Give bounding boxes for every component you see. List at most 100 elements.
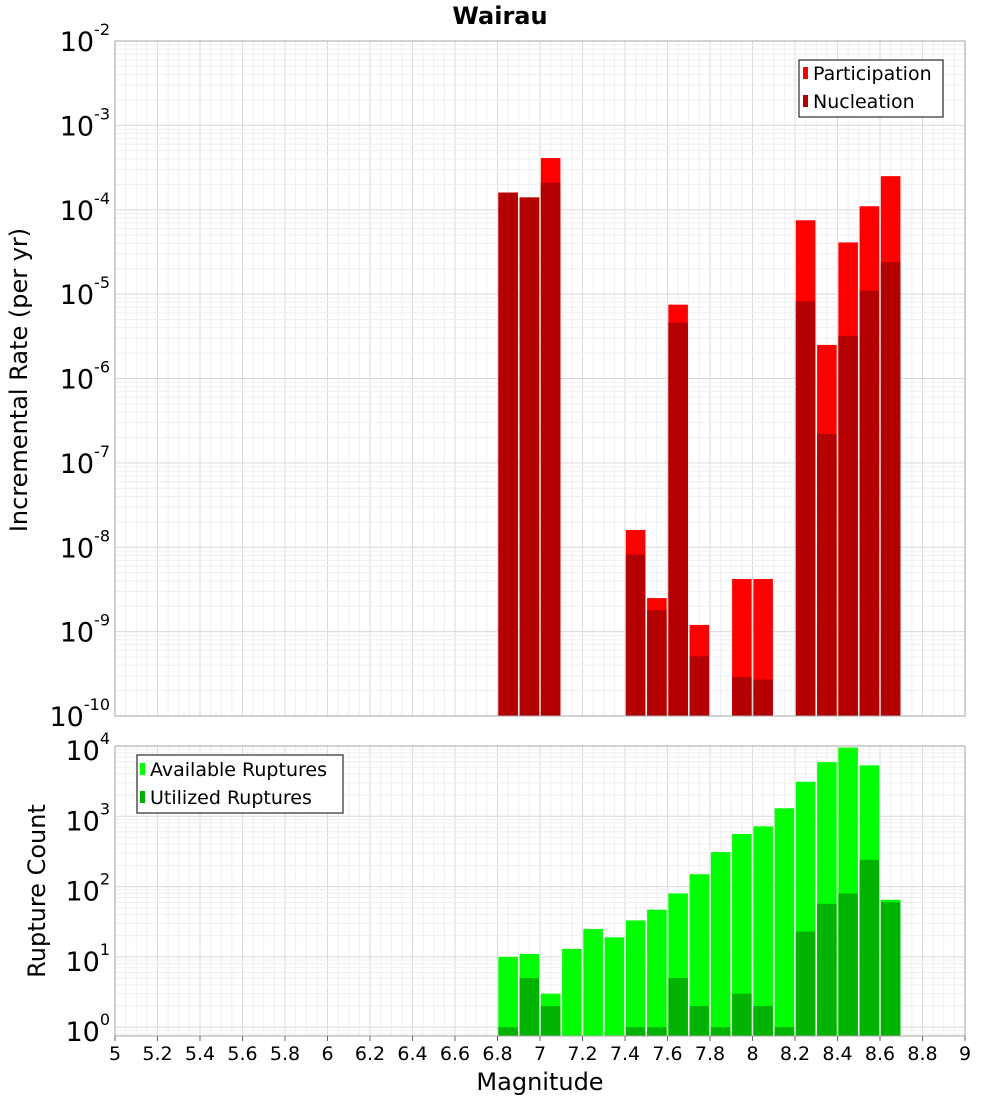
- bottom-y-tick: 101: [65, 940, 110, 978]
- x-tick-label: 9: [959, 1043, 971, 1065]
- x-tick-label: 7.8: [695, 1043, 725, 1065]
- available-ruptures-bar: [647, 909, 667, 1036]
- x-tick-label: 5.6: [227, 1043, 257, 1065]
- x-axis-label: Magnitude: [476, 1068, 603, 1096]
- available-ruptures-bar: [710, 852, 731, 1036]
- x-tick-label: 7.4: [610, 1043, 640, 1065]
- nucleation-bar: [519, 197, 540, 717]
- top-y-tick-labels: 10-10 10-9 10-8 10-7 10-6 10-5 10-4 10-3 10-2: [50, 20, 111, 733]
- x-tick-label: 6.2: [355, 1043, 385, 1065]
- bottom-y-axis-label: Rupture Count: [23, 804, 51, 978]
- top-legend: Participation Nucleation: [798, 59, 944, 118]
- utilized-ruptures-bar: [838, 893, 858, 1036]
- top-y-tick: 10-9: [60, 611, 110, 649]
- available-ruptures-bar: [774, 808, 795, 1036]
- top-legend-box: [798, 59, 944, 118]
- utilized-ruptures-bar: [540, 1006, 561, 1036]
- x-tick-label: 8.8: [907, 1043, 937, 1065]
- legend-label-available: Available Ruptures: [150, 759, 327, 781]
- bottom-legend: Available Ruptures Utilized Ruptures: [136, 754, 344, 814]
- bottom-y-tick: 102: [65, 870, 110, 908]
- legend-label-utilized: Utilized Ruptures: [150, 787, 312, 809]
- x-tick-label: 5.8: [270, 1043, 300, 1065]
- x-tick-label: 5: [109, 1043, 121, 1065]
- top-plot-bars: [498, 158, 901, 717]
- nucleation-bar: [859, 290, 880, 716]
- top-y-tick: 10-8: [60, 526, 110, 564]
- available-ruptures-bar: [753, 826, 773, 1036]
- utilized-ruptures-bar: [689, 1006, 710, 1036]
- top-plot-grid: [114, 40, 966, 717]
- bottom-y-tick: 104: [65, 729, 110, 767]
- top-y-tick: 10-3: [60, 104, 110, 142]
- x-tick-label: 5.2: [142, 1043, 172, 1065]
- x-tick-labels: 5 5.2 5.4 5.6 5.8 6 6.2 6.4 6.6 6.8 7 7.2 7.4 7.6 7.8 8…: [109, 1036, 971, 1065]
- available-ruptures-bar: [732, 834, 752, 1036]
- legend-swatch-utilized: [140, 791, 145, 803]
- nucleation-bar: [689, 656, 710, 716]
- nucleation-bar: [838, 335, 858, 716]
- nucleation-bar: [540, 182, 561, 716]
- nucleation-bar: [647, 610, 667, 716]
- utilized-ruptures-bar: [647, 1027, 667, 1036]
- x-tick-label: 6.8: [482, 1043, 512, 1065]
- nucleation-bar: [732, 676, 752, 716]
- legend-swatch-participation: [803, 67, 808, 79]
- bottom-y-tick-labels: 100 101 102 103 104: [65, 729, 110, 1048]
- x-tick-label: 7: [534, 1043, 546, 1065]
- x-tick-label: 6: [321, 1043, 333, 1065]
- available-ruptures-bar: [689, 874, 710, 1036]
- utilized-ruptures-bar: [625, 1027, 646, 1036]
- bottom-y-tick: 103: [65, 799, 110, 837]
- utilized-ruptures-bar: [753, 1006, 773, 1036]
- x-tick-label: 8.4: [822, 1043, 852, 1065]
- utilized-ruptures-bar: [880, 902, 901, 1036]
- top-y-tick: 10-4: [60, 189, 110, 227]
- bottom-plot-bars: [498, 747, 901, 1036]
- legend-swatch-nucleation: [803, 95, 808, 107]
- nucleation-bar: [880, 262, 901, 716]
- top-y-tick: 10-5: [60, 273, 110, 311]
- x-tick-label: 8.2: [780, 1043, 810, 1065]
- chart-title: Wairau: [452, 2, 547, 30]
- utilized-ruptures-bar: [498, 1027, 518, 1036]
- x-tick-label: 5.4: [185, 1043, 215, 1065]
- available-ruptures-bar: [583, 928, 603, 1036]
- top-plot-frame: [114, 40, 966, 717]
- utilized-ruptures-bar: [519, 978, 540, 1036]
- utilized-ruptures-bar: [732, 993, 752, 1036]
- available-ruptures-bar: [498, 956, 518, 1036]
- nucleation-bar: [625, 554, 646, 716]
- legend-label-participation: Participation: [813, 63, 932, 85]
- nucleation-bar: [817, 433, 837, 716]
- utilized-ruptures-bar: [859, 859, 880, 1036]
- top-y-tick: 10-10: [50, 695, 111, 733]
- bottom-y-tick: 100: [65, 1010, 110, 1048]
- utilized-ruptures-bar: [710, 1027, 731, 1036]
- top-y-tick: 10-2: [60, 20, 110, 58]
- utilized-ruptures-bar: [668, 978, 688, 1036]
- top-y-tick: 10-6: [60, 358, 110, 396]
- available-ruptures-bar: [604, 937, 625, 1036]
- utilized-ruptures-bar: [817, 903, 837, 1036]
- nucleation-bar: [498, 192, 518, 716]
- nucleation-bar: [668, 322, 688, 716]
- x-tick-label: 8: [746, 1043, 758, 1065]
- nucleation-bar: [753, 679, 773, 716]
- utilized-ruptures-bar: [774, 1027, 795, 1036]
- x-tick-label: 7.6: [652, 1043, 682, 1065]
- legend-swatch-available: [140, 763, 145, 775]
- x-tick-label: 6.4: [397, 1043, 427, 1065]
- x-tick-label: 6.6: [440, 1043, 470, 1065]
- x-tick-label: 7.2: [567, 1043, 597, 1065]
- x-tick-label: 8.6: [865, 1043, 895, 1065]
- available-ruptures-bar: [562, 948, 582, 1036]
- available-ruptures-bar: [625, 920, 646, 1036]
- legend-label-nucleation: Nucleation: [813, 91, 915, 113]
- nucleation-bar: [795, 301, 816, 716]
- bottom-legend-box: [136, 754, 344, 814]
- utilized-ruptures-bar: [795, 931, 816, 1036]
- top-y-axis-label: Incremental Rate (per yr): [5, 228, 33, 532]
- top-y-tick: 10-7: [60, 442, 110, 480]
